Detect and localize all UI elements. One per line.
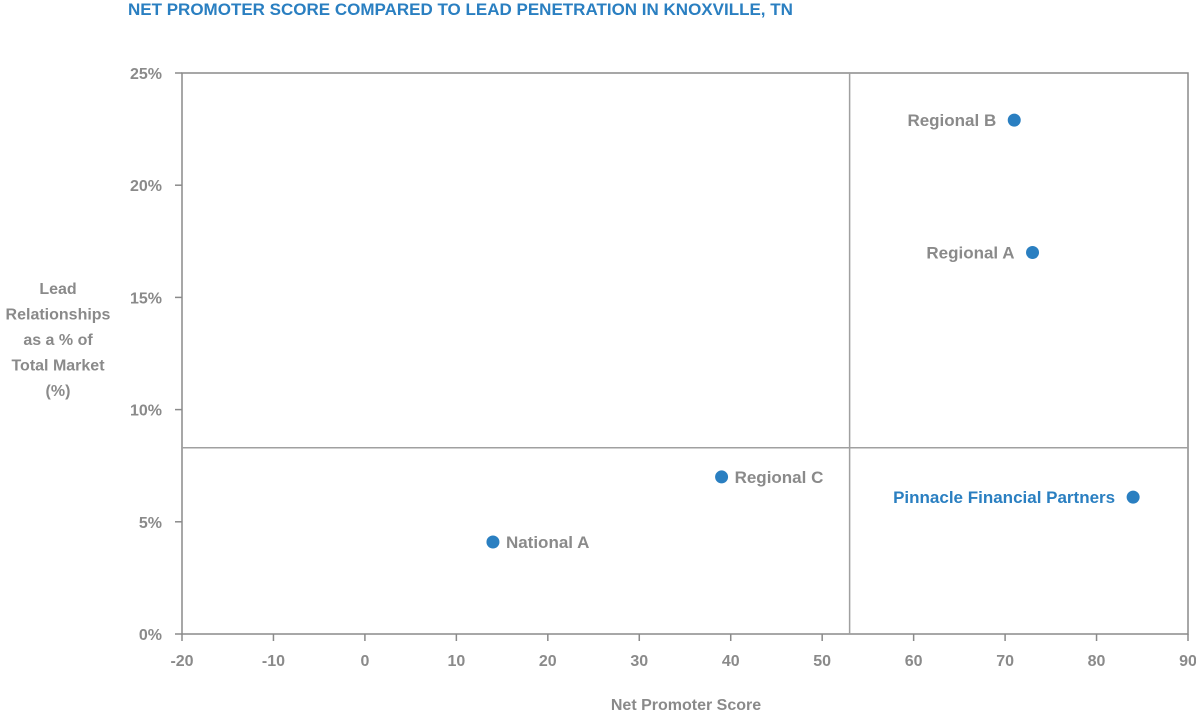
y-tick-label: 15% bbox=[130, 290, 162, 307]
x-tick-label: 40 bbox=[722, 653, 740, 670]
x-tick-label: -10 bbox=[262, 653, 285, 670]
data-point-label: Regional C bbox=[735, 468, 824, 487]
data-point bbox=[1007, 113, 1021, 127]
chart-title: NET PROMOTER SCORE COMPARED TO LEAD PENE… bbox=[128, 0, 793, 19]
data-point bbox=[1126, 490, 1140, 504]
x-tick-label: 0 bbox=[360, 653, 369, 670]
data-point-label: Pinnacle Financial Partners bbox=[893, 488, 1115, 507]
data-points: Regional B Regional A Regional C Pinnacle F… bbox=[486, 111, 1140, 552]
y-axis-label-line: Total Market bbox=[11, 358, 105, 375]
y-axis-label-line: as a % of bbox=[23, 332, 93, 349]
x-tick-label: 90 bbox=[1179, 653, 1196, 670]
data-point-label: National A bbox=[506, 533, 589, 552]
y-axis-label: Lead Relationships as a % of Total Market (%… bbox=[6, 281, 111, 400]
y-tick-label: 25% bbox=[130, 66, 162, 83]
x-tick-label: -20 bbox=[170, 653, 193, 670]
plot-frame bbox=[181, 72, 1189, 635]
x-tick-label: 30 bbox=[630, 653, 648, 670]
data-point bbox=[1026, 246, 1040, 260]
x-tick-label: 10 bbox=[447, 653, 465, 670]
y-axis-label-line: (%) bbox=[46, 383, 71, 400]
data-point-label: Regional B bbox=[907, 111, 996, 130]
y-tick-label: 10% bbox=[130, 403, 162, 420]
y-axis-label-line: Relationships bbox=[6, 307, 111, 324]
y-tick-label: 5% bbox=[139, 515, 162, 532]
x-tick-label: 70 bbox=[996, 653, 1014, 670]
x-tick-label: 20 bbox=[539, 653, 557, 670]
x-axis: -20 -10 0 10 20 30 40 50 60 70 80 90 bbox=[170, 634, 1196, 670]
x-tick-label: 50 bbox=[813, 653, 831, 670]
data-point-label: Regional A bbox=[926, 244, 1014, 263]
y-axis: 0% 5% 10% 15% 20% 25% bbox=[130, 66, 182, 644]
data-point bbox=[715, 470, 729, 484]
x-tick-label: 80 bbox=[1088, 653, 1106, 670]
x-tick-label: 60 bbox=[905, 653, 923, 670]
data-point bbox=[486, 535, 500, 549]
plot-border bbox=[181, 72, 1189, 635]
x-axis-label: Net Promoter Score bbox=[611, 697, 761, 711]
y-tick-label: 0% bbox=[139, 627, 162, 644]
quadrant-dividers bbox=[182, 73, 1188, 634]
y-tick-label: 20% bbox=[130, 178, 162, 195]
y-axis-label-line: Lead bbox=[39, 281, 76, 298]
